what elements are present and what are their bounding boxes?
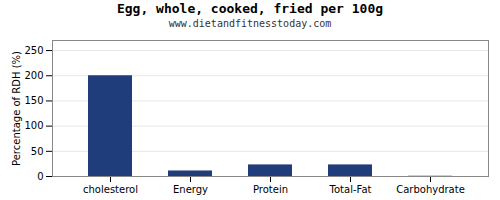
- svg-text:0: 0: [37, 171, 43, 182]
- svg-text:50: 50: [31, 146, 44, 157]
- svg-text:Total-Fat: Total-Fat: [329, 184, 372, 195]
- html-text:Egg, whole, cooked, fried per: Egg, whole, cooked, fried per 100g: [116, 1, 383, 16]
- svg-text:Energy: Energy: [173, 184, 208, 195]
- svg-text:Protein: Protein: [253, 184, 288, 195]
- svg-text:cholesterol: cholesterol: [83, 184, 138, 195]
- html-text:www.dietandfitnesstoday.com: www.dietandfitnesstoday.com: [168, 18, 332, 29]
- svg-text:100: 100: [24, 120, 43, 131]
- svg-text:250: 250: [24, 45, 43, 56]
- svg-text:Percentage of RDH (%): Percentage of RDH (%): [11, 51, 22, 166]
- svg-text:Carbohydrate: Carbohydrate: [396, 184, 465, 195]
- svg-text:200: 200: [24, 70, 43, 81]
- svg-text:150: 150: [24, 95, 43, 106]
